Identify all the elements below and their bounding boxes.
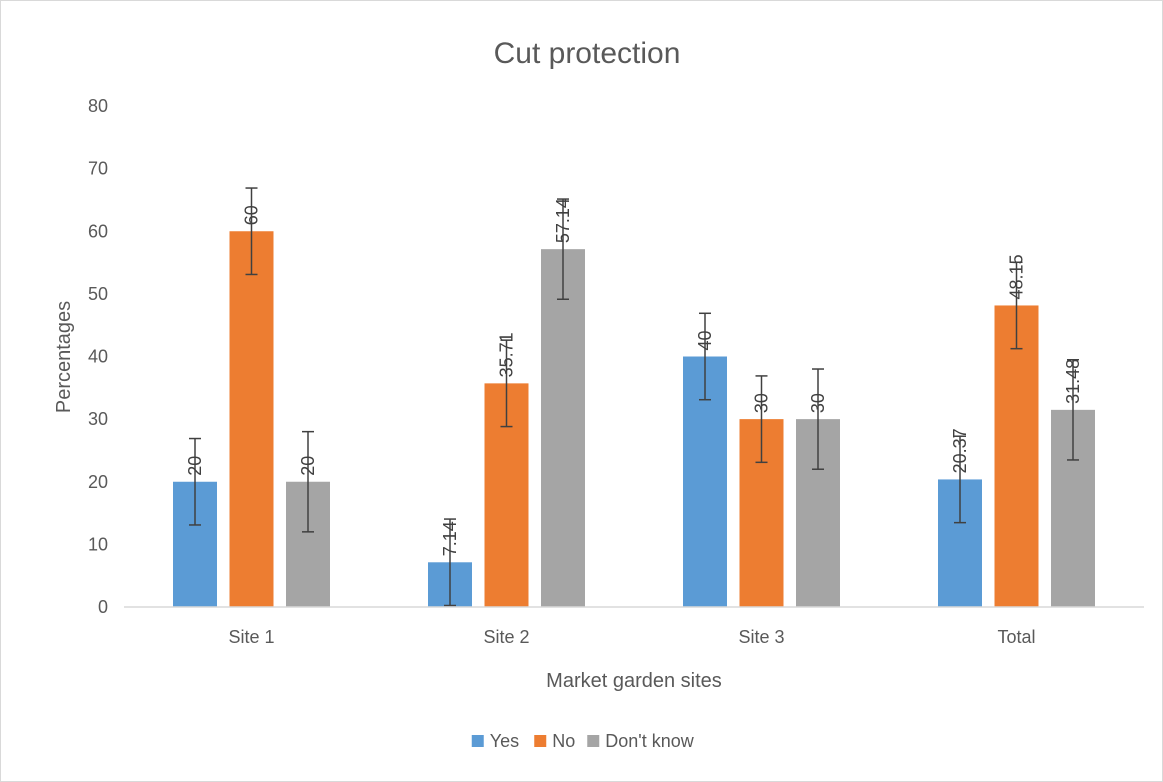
x-axis-title: Market garden sites	[546, 670, 722, 692]
x-tick-label: Site 3	[738, 627, 784, 647]
legend-swatch	[471, 735, 484, 747]
data-labels: 20 60 20 7.14 35.71 57.14 40 30 30 20.37 48.15 31.4…	[185, 198, 1083, 556]
data-label: 20	[185, 456, 205, 476]
error-bar	[699, 312, 711, 401]
error-bar	[1010, 261, 1023, 350]
data-label: 7.14	[440, 521, 460, 556]
legend-label: No	[552, 731, 575, 751]
y-tick-label: 0	[98, 597, 108, 617]
error-bar	[302, 430, 314, 533]
chart-title: Cut protection	[494, 37, 681, 70]
error-bar	[755, 375, 768, 464]
legend-swatch	[534, 735, 547, 747]
error-bar	[954, 435, 966, 524]
data-label: 35.71	[497, 332, 517, 377]
y-tick-label: 50	[88, 284, 108, 304]
y-axis-title: Percentages	[53, 301, 75, 413]
error-bar	[500, 339, 513, 428]
data-label: 20.37	[950, 428, 970, 473]
x-tick-label: Total	[997, 627, 1035, 647]
y-tick-label: 40	[88, 347, 108, 367]
data-label: 20	[298, 456, 318, 476]
y-tick-label: 60	[88, 221, 108, 241]
x-tick-label: Site 1	[228, 627, 274, 647]
legend: Yes No Don't know	[471, 731, 695, 751]
bar	[541, 249, 585, 607]
legend-swatch	[587, 735, 600, 747]
x-tick-label: Site 2	[483, 627, 529, 647]
data-label: 40	[695, 330, 715, 350]
bars	[173, 231, 1095, 607]
data-label: 31.48	[1063, 359, 1083, 404]
y-tick-label: 80	[88, 96, 108, 116]
error-bar	[557, 198, 569, 301]
x-axis-ticks: Site 1 Site 2 Site 3 Total	[228, 627, 1035, 647]
error-bar	[812, 368, 824, 470]
legend-label: Don't know	[605, 731, 694, 751]
data-label: 30	[752, 393, 772, 413]
y-tick-label: 30	[88, 409, 108, 429]
y-tick-label: 20	[88, 472, 108, 492]
error-bar	[1067, 359, 1079, 461]
bar	[994, 305, 1039, 607]
y-axis-ticks: 0 10 20 30 40 50 60 70 80	[88, 96, 108, 617]
error-bars	[189, 187, 1079, 607]
bar	[229, 231, 274, 607]
y-tick-label: 70	[88, 159, 108, 179]
legend-label: Yes	[490, 731, 519, 751]
data-label: 60	[242, 205, 262, 225]
data-label: 30	[808, 393, 828, 413]
error-bar	[189, 437, 201, 526]
error-bar	[444, 518, 456, 607]
error-bar	[245, 187, 258, 276]
data-label: 48.15	[1007, 254, 1027, 299]
y-tick-label: 10	[88, 534, 108, 554]
data-label: 57.14	[553, 198, 573, 243]
